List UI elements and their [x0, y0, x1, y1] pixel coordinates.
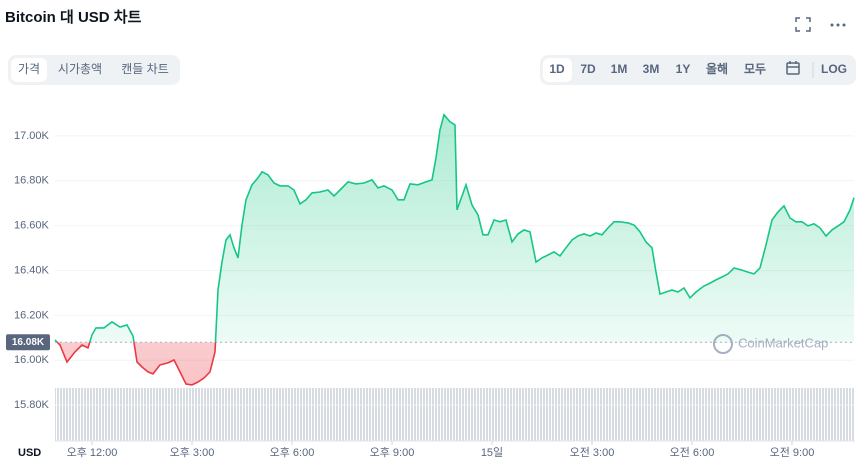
x-tick-label: 오후 3:00 [170, 446, 215, 459]
fullscreen-icon[interactable] [795, 17, 811, 32]
range-button[interactable]: 1D [549, 62, 565, 76]
y-tick-label: 15.80K [14, 399, 50, 411]
range-button[interactable]: 1M [611, 62, 628, 76]
x-tick-label: 오전 9:00 [770, 446, 815, 459]
log-button[interactable]: LOG [821, 62, 847, 76]
y-tick-label: 17.00K [14, 130, 50, 142]
price-line-up [54, 113, 855, 343]
currency-label: USD [18, 447, 41, 459]
y-tick-label: 16.00K [14, 354, 50, 366]
range-button[interactable]: 올해 [706, 62, 728, 76]
range-button[interactable]: 1Y [676, 62, 691, 76]
range-group [540, 55, 856, 85]
y-tick-label: 16.80K [14, 175, 50, 187]
x-tick-label: 15일 [481, 445, 503, 459]
title: Bitcoin 대 USD 차트 [5, 9, 142, 26]
x-tick-label: 오후 6:00 [270, 446, 315, 459]
price-line-down [56, 342, 217, 386]
x-tick-label: 오전 3:00 [570, 446, 615, 459]
range-button[interactable]: 모두 [744, 62, 766, 76]
baseline-badge [6, 334, 50, 351]
y-tick-label: 16.60K [14, 220, 50, 232]
x-tick-label: 오전 6:00 [670, 446, 715, 459]
baseline-label: 16.08K [12, 337, 45, 348]
y-tick-label: 16.20K [14, 309, 50, 321]
range-button[interactable]: 7D [580, 62, 596, 76]
tab-group [8, 55, 180, 85]
area-up [55, 114, 854, 343]
tab[interactable]: 가격 [18, 62, 40, 76]
range-active [543, 58, 572, 82]
tab[interactable]: 캔들 차트 [121, 62, 169, 76]
tab[interactable]: 시가총액 [58, 62, 102, 76]
range-button[interactable]: 3M [643, 62, 660, 76]
volume-bars [55, 388, 855, 441]
calendar-icon[interactable] [786, 61, 800, 75]
tab-active [11, 58, 47, 82]
x-tick-label: 오후 9:00 [370, 446, 415, 459]
area-down [57, 342, 216, 385]
y-tick-label: 16.40K [14, 264, 50, 276]
more-icon[interactable] [830, 23, 846, 27]
x-tick-label: 오후 12:00 [67, 446, 118, 459]
